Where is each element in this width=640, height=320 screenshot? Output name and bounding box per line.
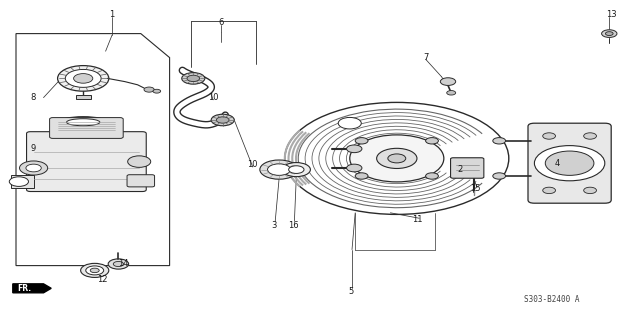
Circle shape <box>289 166 304 173</box>
Circle shape <box>493 173 506 179</box>
Circle shape <box>347 145 362 153</box>
Bar <box>76 95 91 99</box>
Circle shape <box>349 135 444 182</box>
Circle shape <box>602 30 617 37</box>
Circle shape <box>10 177 29 186</box>
Circle shape <box>285 102 509 214</box>
Circle shape <box>58 66 109 91</box>
Text: 8: 8 <box>31 93 36 102</box>
Circle shape <box>339 117 361 129</box>
Circle shape <box>426 138 438 144</box>
Circle shape <box>493 138 506 144</box>
Circle shape <box>376 148 417 168</box>
Text: 4: 4 <box>554 159 559 168</box>
Text: 5: 5 <box>348 287 353 296</box>
Circle shape <box>605 32 613 36</box>
Circle shape <box>108 259 129 269</box>
Circle shape <box>584 133 596 139</box>
Circle shape <box>260 160 298 179</box>
Circle shape <box>545 151 594 175</box>
Circle shape <box>65 69 101 87</box>
FancyBboxPatch shape <box>27 132 147 191</box>
FancyBboxPatch shape <box>127 175 155 187</box>
Circle shape <box>584 187 596 194</box>
Text: 2: 2 <box>457 165 462 174</box>
Circle shape <box>187 75 200 82</box>
Text: 6: 6 <box>218 18 223 27</box>
Text: 12: 12 <box>97 276 108 284</box>
Circle shape <box>543 133 556 139</box>
Bar <box>12 175 34 188</box>
Circle shape <box>153 89 161 93</box>
Circle shape <box>20 161 48 175</box>
Circle shape <box>144 87 154 92</box>
Polygon shape <box>16 34 170 266</box>
Circle shape <box>447 91 456 95</box>
Circle shape <box>216 117 229 123</box>
Text: 10: 10 <box>248 160 258 169</box>
Circle shape <box>128 156 151 167</box>
Text: 15: 15 <box>470 184 481 193</box>
Text: S303-B2400 A: S303-B2400 A <box>524 295 579 304</box>
FancyBboxPatch shape <box>50 118 123 139</box>
Text: FR.: FR. <box>17 284 31 293</box>
Text: 13: 13 <box>606 10 616 19</box>
Ellipse shape <box>60 117 108 128</box>
Text: 7: 7 <box>423 53 428 62</box>
Circle shape <box>388 154 406 163</box>
Circle shape <box>268 164 291 175</box>
Circle shape <box>426 173 438 179</box>
Circle shape <box>113 261 124 267</box>
Circle shape <box>26 164 42 172</box>
Circle shape <box>86 266 104 275</box>
Circle shape <box>347 164 362 172</box>
Text: 14: 14 <box>118 260 128 268</box>
Circle shape <box>90 268 99 273</box>
FancyBboxPatch shape <box>451 158 484 178</box>
Circle shape <box>534 146 605 181</box>
Circle shape <box>282 163 310 177</box>
Circle shape <box>355 138 368 144</box>
Text: 1: 1 <box>109 10 115 19</box>
Text: 10: 10 <box>208 93 218 102</box>
Circle shape <box>81 263 109 277</box>
Circle shape <box>211 114 234 126</box>
Circle shape <box>440 78 456 85</box>
Circle shape <box>355 173 368 179</box>
Circle shape <box>182 73 205 84</box>
Text: 9: 9 <box>31 144 36 153</box>
Text: 16: 16 <box>289 221 299 230</box>
Polygon shape <box>13 284 51 293</box>
Ellipse shape <box>67 119 100 126</box>
FancyBboxPatch shape <box>528 123 611 203</box>
Text: 11: 11 <box>412 215 422 224</box>
Text: 3: 3 <box>271 221 276 230</box>
Circle shape <box>543 187 556 194</box>
Circle shape <box>74 74 93 83</box>
